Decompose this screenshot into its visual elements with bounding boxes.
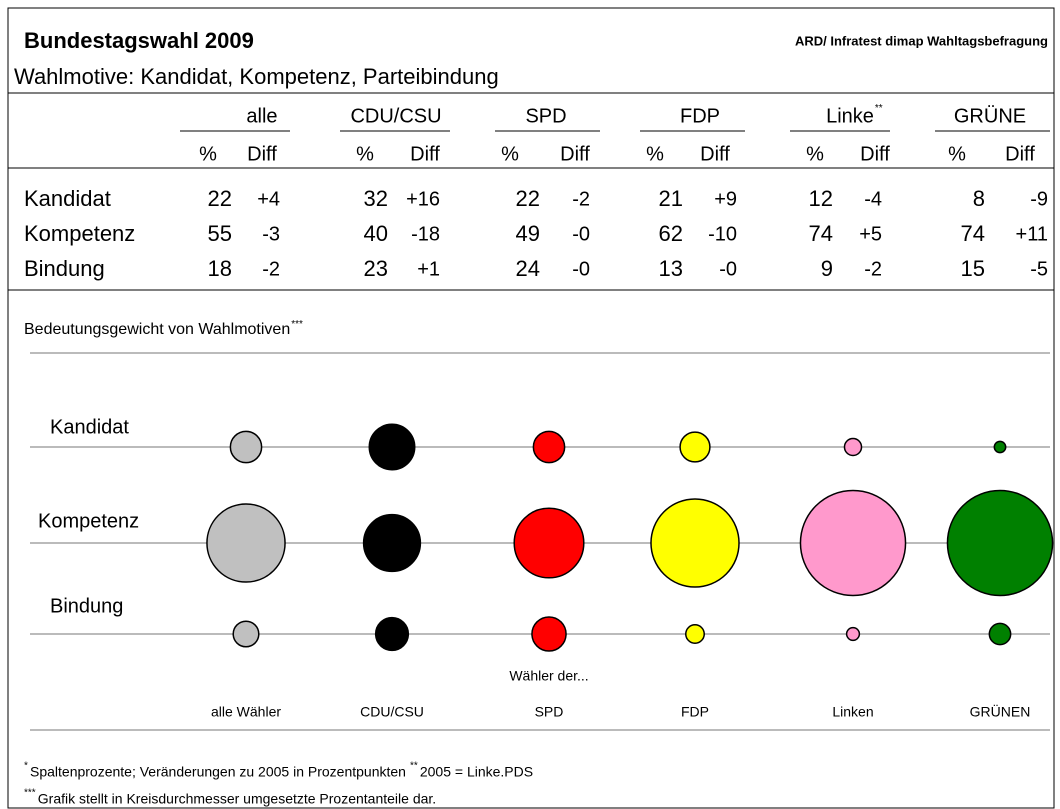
pct-cell: 23 [364, 256, 388, 281]
footnote-mark: ** [410, 761, 418, 772]
bubble [362, 513, 422, 573]
group-header: SPD [525, 105, 566, 127]
bubble [532, 430, 566, 464]
diff-cell: -2 [572, 188, 590, 210]
group-header: GRÜNE [954, 105, 1026, 127]
diff-cell: -0 [572, 258, 590, 280]
bubble [232, 620, 260, 648]
bubble [531, 616, 567, 652]
pct-cell: 74 [809, 221, 833, 246]
bubble [650, 498, 740, 588]
bubble [513, 507, 585, 579]
subheader: Diff [860, 143, 890, 165]
pct-cell: 74 [961, 221, 985, 246]
diff-cell: -2 [864, 258, 882, 280]
diff-cell: -3 [262, 223, 280, 245]
graphic-caption: Wähler der... [509, 668, 588, 684]
subheader: % [199, 143, 217, 165]
graphic-note: *** [291, 319, 303, 330]
footnote-text: Grafik stellt in Kreisdurchmesser umgese… [38, 791, 436, 807]
group-header: CDU/CSU [350, 105, 441, 127]
subheader: Diff [560, 143, 590, 165]
subheader: Diff [700, 143, 730, 165]
group-note: ** [875, 103, 883, 114]
bubble [843, 437, 863, 457]
diff-cell: -0 [719, 258, 737, 280]
column-label: alle Wähler [211, 704, 281, 720]
pct-cell: 40 [364, 221, 388, 246]
row-label: Kompetenz [24, 221, 135, 246]
bubble [679, 431, 711, 463]
diff-cell: +4 [257, 188, 280, 210]
diff-cell: -9 [1030, 188, 1048, 210]
graphic-row-label: Kompetenz [38, 510, 139, 532]
graphic-row-label: Bindung [50, 595, 123, 617]
bubble [799, 489, 907, 597]
bubble [229, 430, 263, 464]
bubble [845, 626, 861, 642]
bubble [988, 622, 1012, 646]
subheader: % [806, 143, 824, 165]
bubble [206, 503, 286, 583]
pct-cell: 8 [973, 186, 985, 211]
subheader: Diff [410, 143, 440, 165]
diff-cell: -5 [1030, 258, 1048, 280]
subheader: Diff [1005, 143, 1035, 165]
footnote-mark: * [24, 761, 28, 772]
pct-cell: 22 [516, 186, 540, 211]
pct-cell: 32 [364, 186, 388, 211]
group-header: alle [246, 105, 277, 127]
bubble [685, 624, 705, 644]
column-label: CDU/CSU [360, 704, 424, 720]
diff-cell: +5 [859, 223, 882, 245]
column-label: SPD [535, 704, 564, 720]
diff-cell: -18 [411, 223, 440, 245]
subheader: % [948, 143, 966, 165]
bubble [374, 616, 410, 652]
footnote-mark: *** [24, 788, 36, 799]
subheader: % [646, 143, 664, 165]
frame [7, 7, 1055, 809]
column-label: Linken [832, 704, 873, 720]
pct-cell: 15 [961, 256, 985, 281]
column-label: GRÜNEN [970, 703, 1031, 720]
pct-cell: 55 [208, 221, 232, 246]
subheader: % [356, 143, 374, 165]
pct-cell: 49 [516, 221, 540, 246]
pct-cell: 9 [821, 256, 833, 281]
column-label: FDP [681, 704, 709, 720]
group-header: Linke [826, 105, 874, 127]
bubble [946, 489, 1054, 597]
diff-cell: +11 [1016, 223, 1048, 245]
pct-cell: 21 [659, 186, 683, 211]
pct-cell: 62 [659, 221, 683, 246]
source: ARD/ Infratest dimap Wahltagsbefragung [795, 33, 1048, 48]
group-header: FDP [680, 105, 720, 127]
footnote-text: Spaltenprozente; Veränderungen zu 2005 i… [30, 764, 406, 780]
pct-cell: 18 [208, 256, 232, 281]
subheader: Diff [247, 143, 277, 165]
graphic-title: Bedeutungsgewicht von Wahlmotiven [24, 321, 290, 338]
diff-cell: +9 [714, 188, 737, 210]
diff-cell: +1 [417, 258, 440, 280]
bubble [368, 423, 416, 471]
graphic-row-label: Kandidat [50, 416, 129, 438]
pct-cell: 12 [809, 186, 833, 211]
pct-cell: 13 [659, 256, 683, 281]
subtitle: Wahlmotive: Kandidat, Kompetenz, Parteib… [14, 64, 499, 89]
row-label: Bindung [24, 256, 105, 281]
row-label: Kandidat [24, 186, 111, 211]
diff-cell: -0 [572, 223, 590, 245]
bubble [993, 440, 1007, 454]
pct-cell: 24 [516, 256, 540, 281]
diff-cell: -10 [708, 223, 737, 245]
subheader: % [501, 143, 519, 165]
footnote-text: 2005 = Linke.PDS [420, 764, 533, 780]
diff-cell: -4 [864, 188, 882, 210]
diff-cell: +16 [406, 188, 440, 210]
pct-cell: 22 [208, 186, 232, 211]
diff-cell: -2 [262, 258, 280, 280]
title: Bundestagswahl 2009 [24, 28, 254, 53]
